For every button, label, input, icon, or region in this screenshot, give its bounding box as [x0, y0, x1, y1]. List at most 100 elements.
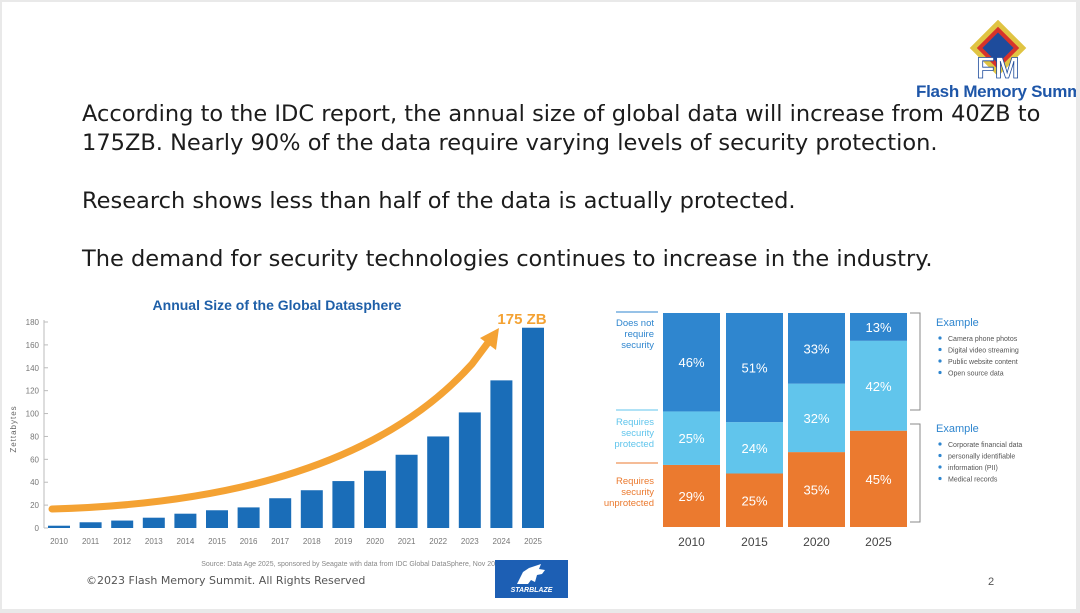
stack-segment	[663, 313, 720, 412]
starblaze-label: STARBLAZE	[510, 587, 553, 594]
segment-label: 29%	[678, 489, 704, 504]
example-item: personally identifiable	[948, 454, 1015, 461]
bullet-icon	[938, 359, 942, 363]
fm-mark-text: FM	[976, 52, 1019, 85]
x-tick-label: 2015	[208, 537, 226, 546]
paragraph-idc-line2: 175ZB. Nearly 90% of the data require va…	[82, 130, 938, 156]
x-tick-label: 2014	[177, 537, 195, 546]
example-item: Open source data	[948, 371, 1004, 378]
stack-segment	[788, 452, 845, 527]
annotation-175zb: 175 ZB	[497, 311, 546, 328]
x-tick-label: 2012	[113, 537, 131, 546]
datasphere-bar	[395, 454, 418, 528]
datasphere-bar	[206, 510, 228, 528]
x-tick-label: 2016	[240, 537, 258, 546]
example-item: Public website content	[948, 359, 1018, 366]
category-label: security	[621, 487, 654, 498]
datasphere-bar	[300, 490, 323, 528]
category-label: protected	[614, 439, 654, 450]
x-tick-label: 2021	[398, 537, 416, 546]
y-tick-label: 140	[26, 364, 40, 373]
stack-segment	[850, 430, 907, 527]
example-item: Digital video streaming	[948, 348, 1019, 355]
datasphere-bar	[48, 525, 70, 528]
example-item: Corporate financial data	[948, 442, 1022, 449]
example-title: Example	[936, 317, 979, 329]
segment-label: 35%	[803, 483, 829, 498]
x-tick-label: 2013	[145, 537, 163, 546]
segment-label: 32%	[803, 411, 829, 426]
stack-segment	[788, 383, 845, 453]
datasphere-bar	[79, 522, 102, 528]
x-tick-label: 2011	[82, 537, 100, 546]
y-tick-label: 60	[30, 455, 39, 464]
category-label: require	[624, 329, 654, 340]
stack-segment	[726, 422, 783, 474]
x-tick-label: 2017	[271, 537, 289, 546]
datasphere-bar	[332, 481, 355, 528]
growth-arrow	[48, 336, 494, 513]
y-tick-label: 80	[30, 432, 39, 441]
bullet-icon	[938, 453, 942, 458]
growth-arrowhead	[480, 328, 499, 350]
paragraph-idc-line1: According to the IDC report, the annual …	[82, 101, 1041, 127]
segment-label: 51%	[741, 361, 767, 376]
datasphere-bar	[174, 513, 197, 528]
example-item: Medical records	[948, 477, 998, 484]
flash-memory-summit-logo: FM	[969, 20, 1027, 85]
stack-segment	[663, 411, 720, 465]
x-tick-label: 2010	[50, 537, 68, 546]
datasphere-bar	[111, 520, 134, 528]
datasphere-bar	[364, 470, 386, 528]
segment-label: 42%	[865, 379, 891, 394]
x-tick-label: 2020	[803, 535, 830, 549]
datasphere-bar	[427, 436, 450, 528]
category-label: unprotected	[604, 498, 654, 509]
stack-segment	[726, 473, 783, 527]
datasphere-bar	[269, 498, 292, 528]
datasphere-bar	[142, 517, 165, 528]
x-tick-label: 2010	[678, 535, 705, 549]
security-stacked-chart: Does notrequiresecurityRequiressecurityp…	[604, 311, 1022, 549]
x-tick-label: 2023	[461, 537, 479, 546]
datasphere-bar	[458, 412, 481, 528]
chart-source: Source: Data Age 2025, sponsored by Seag…	[201, 561, 503, 568]
datasphere-bar-chart: Annual Size of the Global Datasphere Zet…	[9, 297, 547, 568]
bullet-icon	[938, 347, 942, 352]
category-label: security	[621, 340, 654, 351]
segment-label: 13%	[865, 320, 891, 335]
category-label: security	[621, 428, 654, 439]
y-axis-label: Zettabytes	[9, 405, 18, 452]
paragraph-demand: The demand for security technologies con…	[82, 246, 933, 272]
segment-label: 33%	[803, 341, 829, 356]
x-tick-label: 2019	[335, 537, 353, 546]
bullet-icon	[938, 370, 942, 375]
starblaze-logo: STARBLAZE	[495, 560, 568, 598]
bullet-icon	[938, 476, 942, 481]
datasphere-bar	[490, 380, 513, 528]
stack-segment	[850, 313, 907, 341]
y-tick-label: 120	[26, 387, 40, 396]
x-tick-label: 2025	[865, 535, 892, 549]
page-number: 2	[988, 576, 995, 588]
y-tick-label: 20	[30, 501, 39, 510]
x-tick-label: 2025	[524, 537, 542, 546]
example-title: Example	[936, 423, 979, 435]
y-tick-label: 40	[30, 478, 39, 487]
segment-label: 25%	[741, 493, 767, 508]
x-tick-label: 2024	[493, 537, 511, 546]
segment-label: 25%	[678, 431, 704, 446]
y-tick-label: 100	[26, 410, 40, 419]
category-label: Does not	[616, 318, 654, 329]
segment-label: 46%	[678, 355, 704, 370]
category-label: Requires	[616, 417, 654, 428]
category-label: Requires	[616, 476, 654, 487]
footer-copyright: ©2023 Flash Memory Summit. All Rights Re…	[86, 574, 366, 587]
datasphere-bar	[237, 507, 260, 528]
x-tick-label: 2022	[429, 537, 447, 546]
bullet-icon	[938, 442, 942, 446]
stack-segment	[850, 340, 907, 431]
bullet-icon	[938, 336, 942, 340]
example-item: Camera phone photos	[948, 336, 1018, 343]
